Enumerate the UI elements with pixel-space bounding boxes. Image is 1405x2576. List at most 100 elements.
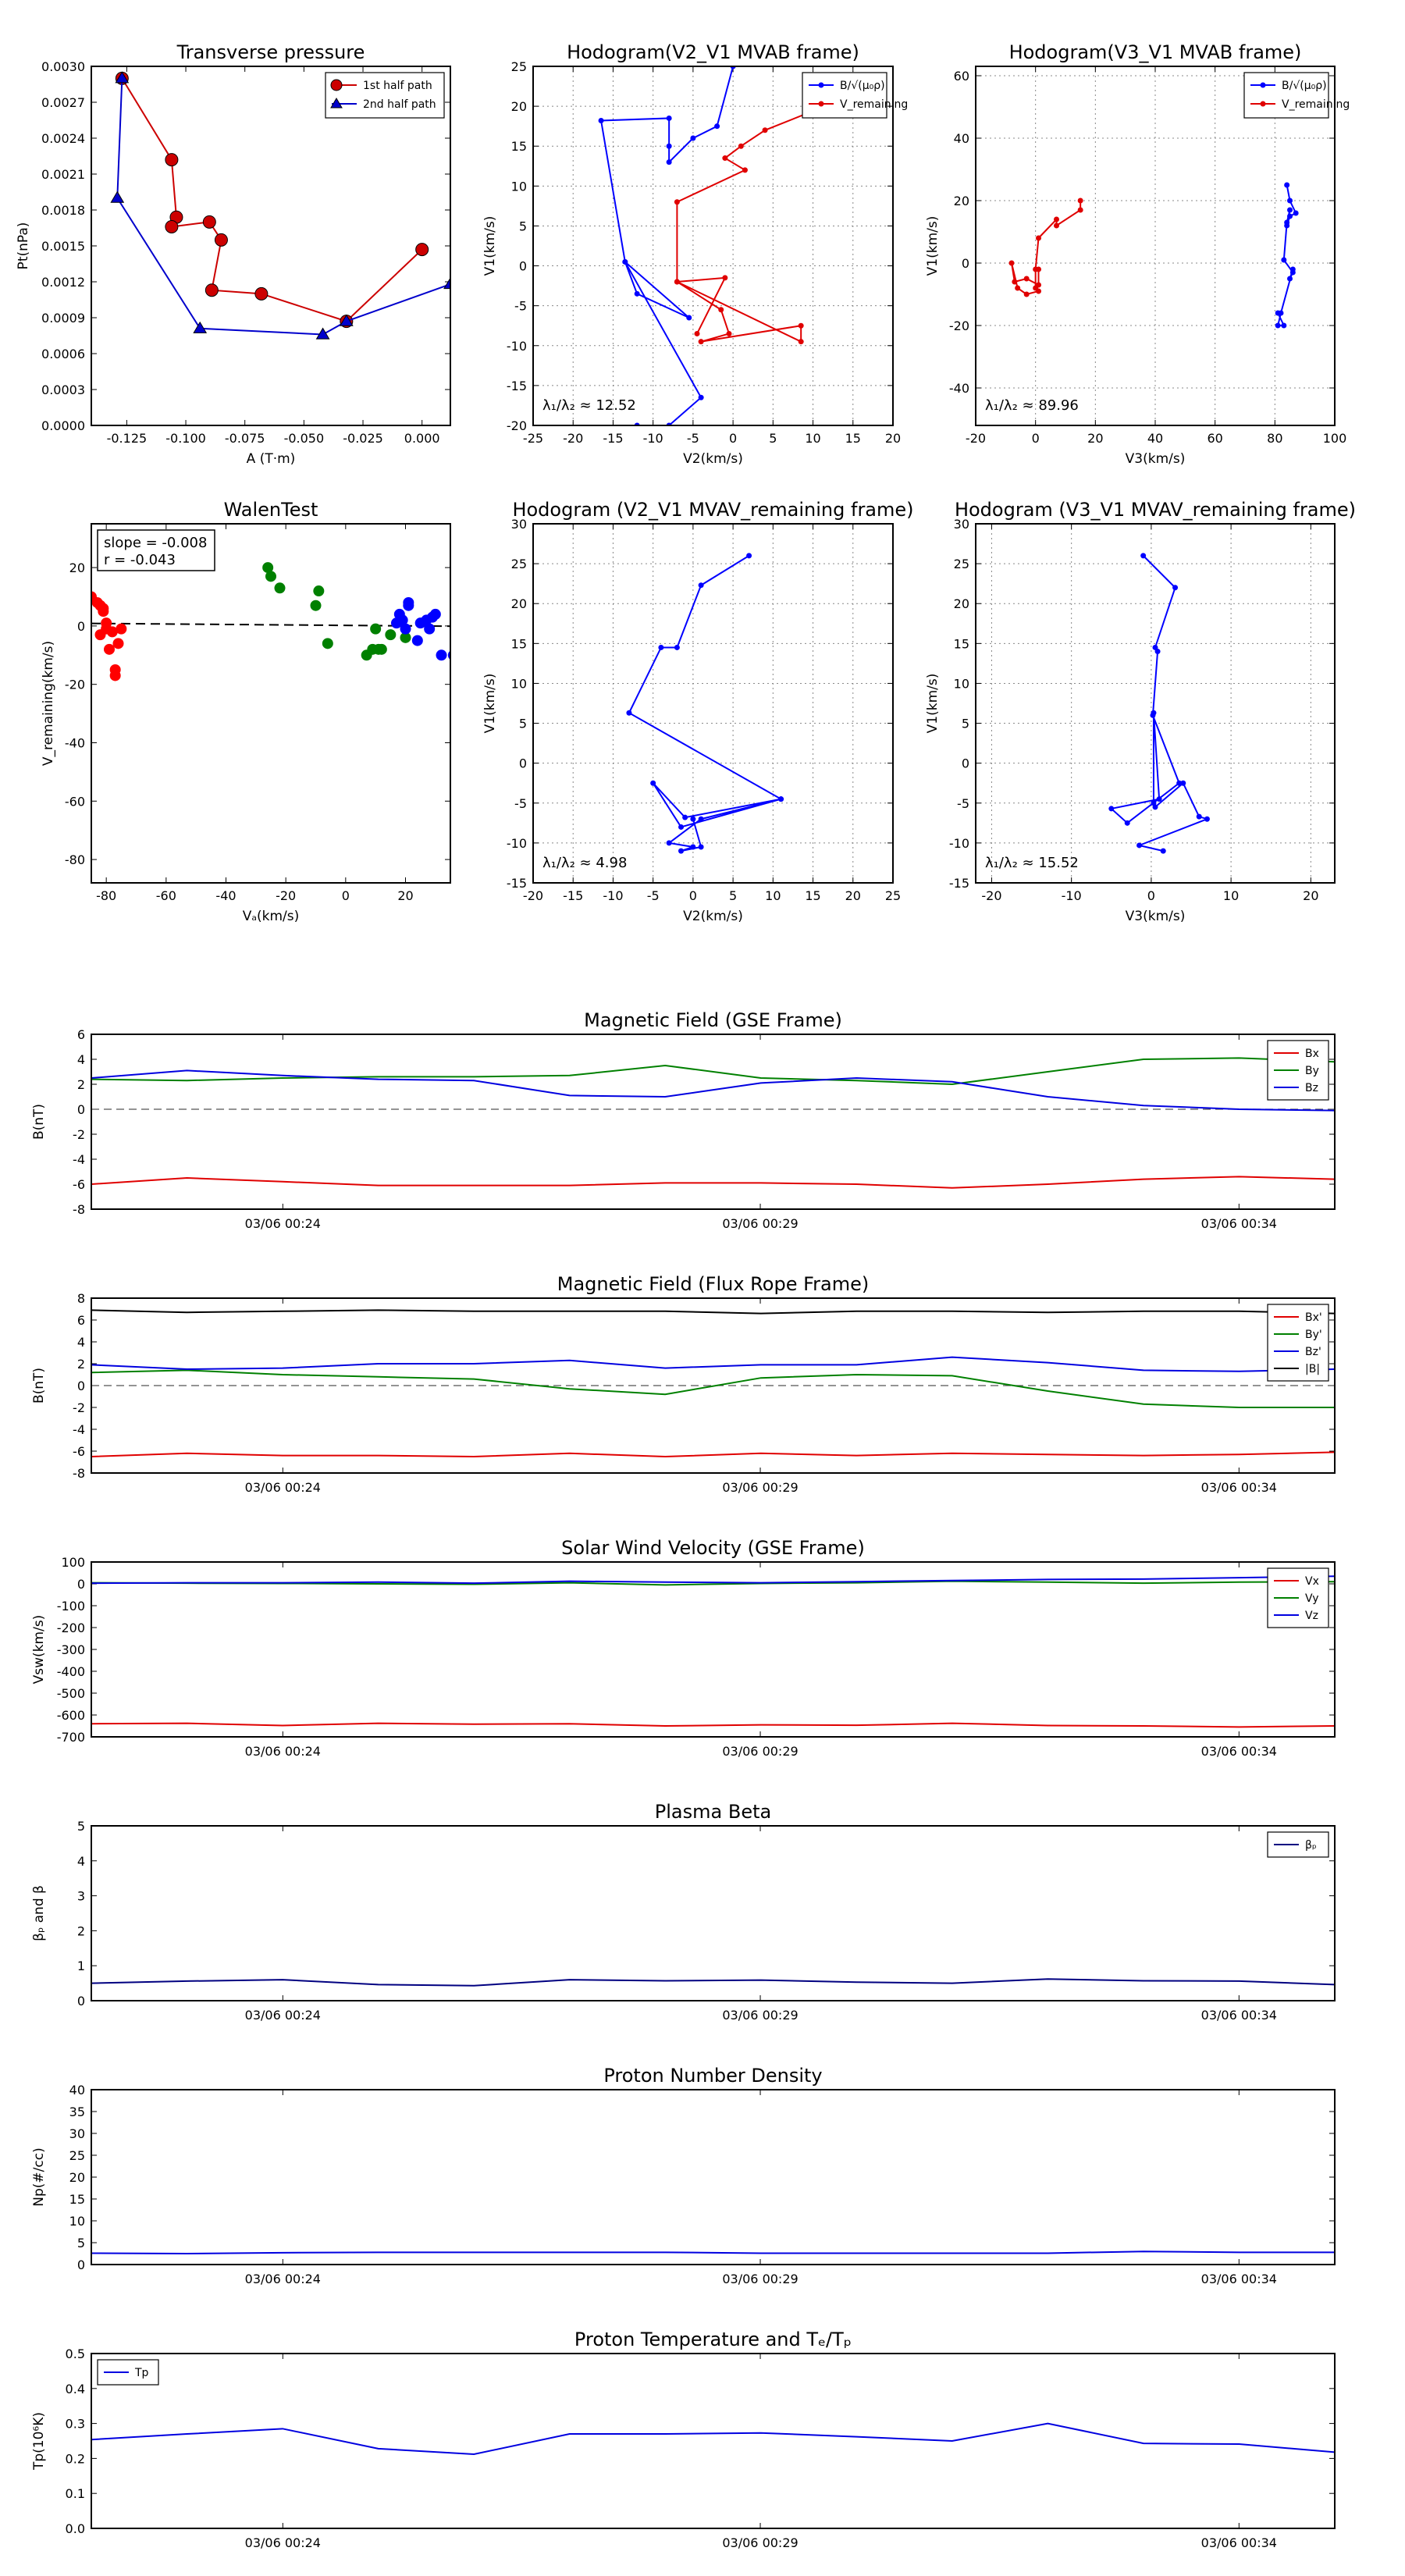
x-tick-label: -0.025 <box>343 431 383 446</box>
chart-h21: Hodogram(V2_V1 MVAB frame) -20 -15 -10 -5 0 5 1… <box>482 41 908 467</box>
legend: B/√(μ₀ρ) V_remaining <box>802 72 908 119</box>
y-tick-label: -60 <box>65 794 85 809</box>
series-bx <box>91 1176 1335 1189</box>
data-point <box>1172 585 1179 591</box>
y-tick-label: -300 <box>57 1642 85 1657</box>
data-point <box>1204 816 1210 822</box>
x-axis: 03/06 00:24 03/06 00:29 03/06 00:34 <box>245 1034 1277 1231</box>
chart-title: Magnetic Field (GSE Frame) <box>584 1009 842 1031</box>
y-tick-label: -400 <box>57 1664 85 1679</box>
data-point <box>104 643 115 655</box>
y-tick-label: 0 <box>962 256 969 271</box>
data-point <box>313 585 325 597</box>
y-tick-label: -500 <box>57 1686 85 1701</box>
x-tick-label: 03/06 00:24 <box>245 2535 321 2550</box>
x-axis: 03/06 00:24 03/06 00:29 03/06 00:34 <box>245 2354 1277 2550</box>
data-point <box>310 600 322 611</box>
legend-marker <box>818 101 824 107</box>
y-tick-label: 0 <box>77 1577 85 1592</box>
data-point <box>1196 813 1202 820</box>
data-point <box>415 243 429 257</box>
y-tick-label: 6 <box>77 1027 85 1042</box>
x-axis: -20 -15 -10 -5 0 5 10 15 20 25 <box>523 524 901 903</box>
plot-frame <box>532 66 894 426</box>
data-point <box>202 215 216 229</box>
series--b- <box>91 1309 1335 1315</box>
data-point <box>1023 276 1030 282</box>
y-tick-label: 4 <box>77 1854 85 1869</box>
y-tick-label: 0.5 <box>66 2347 85 2361</box>
data-point <box>1015 285 1021 291</box>
data-point <box>98 606 109 617</box>
ratio-annotation: λ₁/λ₂ ≈ 12.52 <box>542 397 636 414</box>
y-tick-label: 60 <box>954 69 969 84</box>
x-tick-label: 03/06 00:24 <box>245 2272 321 2286</box>
chart-tp: Transverse pressure0.00000.00030.00060.0… <box>16 41 451 467</box>
data-point <box>686 315 692 321</box>
y-tick-label: -15 <box>507 379 527 393</box>
y-tick-label: 20 <box>511 596 527 611</box>
legend: Bx' By' Bz' |B| <box>1267 1304 1329 1382</box>
series-1 <box>262 562 411 661</box>
y-tick-label: -10 <box>507 339 527 354</box>
data-point <box>722 155 728 162</box>
x-tick-label: 15 <box>805 888 820 903</box>
legend-marker <box>1260 101 1266 107</box>
plot-area <box>1108 553 1210 854</box>
data-point <box>690 816 696 822</box>
legend-label: Vz <box>1305 1610 1318 1622</box>
chart-walen: WalenTest -80 -60 -40 -20 0 20 -80 -60 -40 -20 0 20 V… <box>41 499 451 924</box>
x-axis: 03/06 00:24 03/06 00:29 03/06 00:34 <box>245 1298 1277 1495</box>
y-tick-label: 0.0030 <box>41 59 85 74</box>
legend-label: |B| <box>1305 1363 1320 1375</box>
series-by- <box>91 1369 1335 1408</box>
legend-marker <box>330 98 343 109</box>
x-tick-label: 03/06 00:24 <box>245 1744 321 1759</box>
series-line <box>121 77 423 322</box>
x-tick-label: 25 <box>885 888 901 903</box>
data-point <box>443 277 450 290</box>
data-point <box>1151 710 1157 716</box>
data-point <box>339 314 354 326</box>
legend-label: Bz <box>1305 1082 1318 1094</box>
x-axis: -80 -60 -40 -20 0 20 <box>96 524 414 903</box>
x-tick-label: 60 <box>1207 431 1222 446</box>
y-tick-label: 8 <box>77 1291 85 1306</box>
data-point <box>1140 553 1147 559</box>
series-- <box>91 1978 1335 1987</box>
stats-text: slope = -0.008 <box>104 535 207 551</box>
series-line <box>91 2250 1335 2255</box>
data-point <box>746 553 752 559</box>
y-tick-label: 0 <box>77 2258 85 2272</box>
legend-marker <box>1260 82 1266 88</box>
x-axis: -25 -20 -15 -10 -5 0 5 10 15 20 <box>523 66 901 446</box>
plot-area <box>626 553 784 854</box>
y-axis-label: B(nT) <box>31 1368 47 1404</box>
series-line <box>91 1575 1335 1585</box>
plot-frame <box>91 1034 1336 1210</box>
series-line <box>599 66 735 425</box>
x-tick-label: -20 <box>563 431 583 446</box>
series-line <box>91 1309 1335 1315</box>
y-axis-label: Np(#/cc) <box>31 2147 47 2206</box>
data-point <box>666 143 672 149</box>
legend-box <box>802 72 887 119</box>
data-point <box>116 623 127 635</box>
y-tick-label: 15 <box>954 636 969 651</box>
legend-label: Bx <box>1305 1048 1319 1060</box>
legend-marker <box>330 79 343 91</box>
x-tick-label: -20 <box>276 888 296 903</box>
series-line <box>91 1722 1335 1728</box>
y-tick-label: -200 <box>57 1621 85 1635</box>
y-tick-label: 35 <box>69 2105 85 2119</box>
y-tick-label: 40 <box>954 131 969 146</box>
series-line <box>91 1369 1335 1408</box>
y-tick-label: 0 <box>77 1379 85 1393</box>
x-tick-label: -80 <box>96 888 116 903</box>
plot-area <box>91 1057 1335 1189</box>
series-line <box>91 1580 1335 1586</box>
y-tick-label: 20 <box>511 99 527 114</box>
data-point <box>112 638 124 649</box>
y-tick-label: 30 <box>69 2126 85 2141</box>
